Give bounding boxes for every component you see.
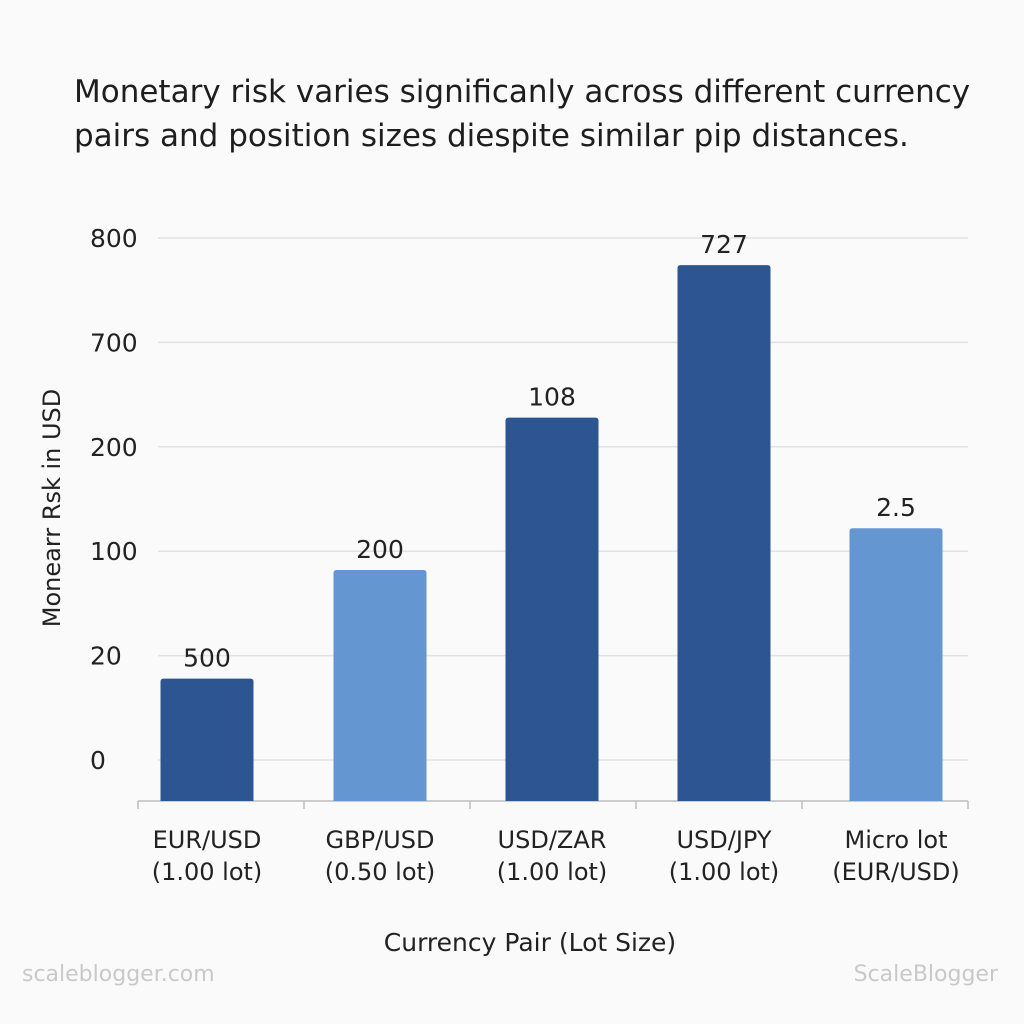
x-axis-label: Currency Pair (Lot Size) [384, 928, 676, 957]
bar [505, 417, 599, 801]
chart-title-line-2: pairs and position sizes diespite simila… [74, 118, 909, 154]
data-label: 108 [528, 383, 576, 412]
y-tick-label: 20 [90, 642, 122, 671]
x-tick-label: Micro lot [845, 826, 948, 854]
x-tick-label: (1.00 lot) [152, 858, 263, 886]
y-tick-label: 800 [90, 224, 138, 253]
data-label: 2.5 [876, 493, 916, 522]
y-tick-label: 100 [90, 537, 138, 566]
x-tick-label: (0.50 lot) [325, 858, 436, 886]
bar [160, 678, 254, 801]
x-tick-label: GBP/USD [326, 826, 435, 854]
y-tick-label: 0 [90, 746, 106, 775]
data-label: 500 [183, 644, 231, 673]
watermark-brand: ScaleBlogger [853, 962, 998, 987]
x-tick-label: (1.00 lot) [497, 858, 608, 886]
chart-title: Monetary risk varies significanly across… [74, 70, 971, 158]
bar [677, 265, 771, 801]
data-label: 727 [700, 230, 748, 259]
x-tick-label: USD/ZAR [498, 826, 607, 854]
chart-title-line-1: Monetary risk varies significanly across… [74, 74, 971, 110]
x-tick-label: (EUR/USD) [832, 858, 960, 886]
x-tick-label: USD/JPY [676, 826, 771, 854]
x-tick-label: EUR/USD [153, 826, 262, 854]
y-tick-label: 700 [90, 328, 138, 357]
y-axis-label: Monearr Rsk in USD [38, 389, 66, 628]
bar [333, 569, 427, 801]
data-label: 200 [356, 535, 404, 564]
watermark-url: scaleblogger.com [22, 962, 215, 987]
x-tick-label: (1.00 lot) [669, 858, 780, 886]
bar [849, 528, 943, 801]
y-tick-label: 200 [90, 433, 138, 462]
